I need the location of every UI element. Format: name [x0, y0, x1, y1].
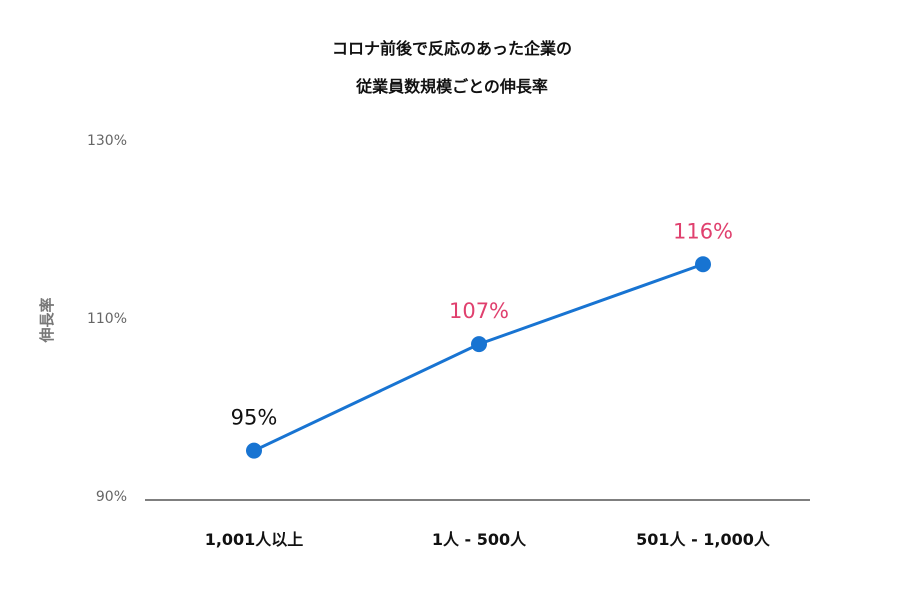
data-label-3: 116%: [673, 219, 733, 243]
series-1-path: [253, 262, 704, 452]
y-tick-label-90: 90%: [96, 489, 127, 505]
data-point-3: [695, 256, 711, 273]
data-label-2: 107%: [449, 299, 509, 323]
chart-title-line-2: 従業員数規模ごとの伸長率: [355, 77, 548, 96]
chart-title-line-1: コロナ前後で反応のあった企業の: [332, 39, 572, 58]
data-point-1: [246, 442, 262, 459]
series-line: 95% 107% 116%: [231, 219, 733, 459]
data-label-1: 95%: [231, 406, 278, 430]
x-tick-label-2: 1人 - 500人: [432, 530, 527, 549]
data-point-2: [471, 336, 487, 353]
y-tick-label-110: 110%: [87, 311, 127, 327]
y-axis-label: 伸長率: [38, 297, 56, 343]
x-tick-label-3: 501人 - 1,000人: [636, 530, 771, 549]
y-tick-label-130: 130%: [87, 133, 127, 149]
x-tick-label-1: 1,001人以上: [205, 530, 304, 549]
